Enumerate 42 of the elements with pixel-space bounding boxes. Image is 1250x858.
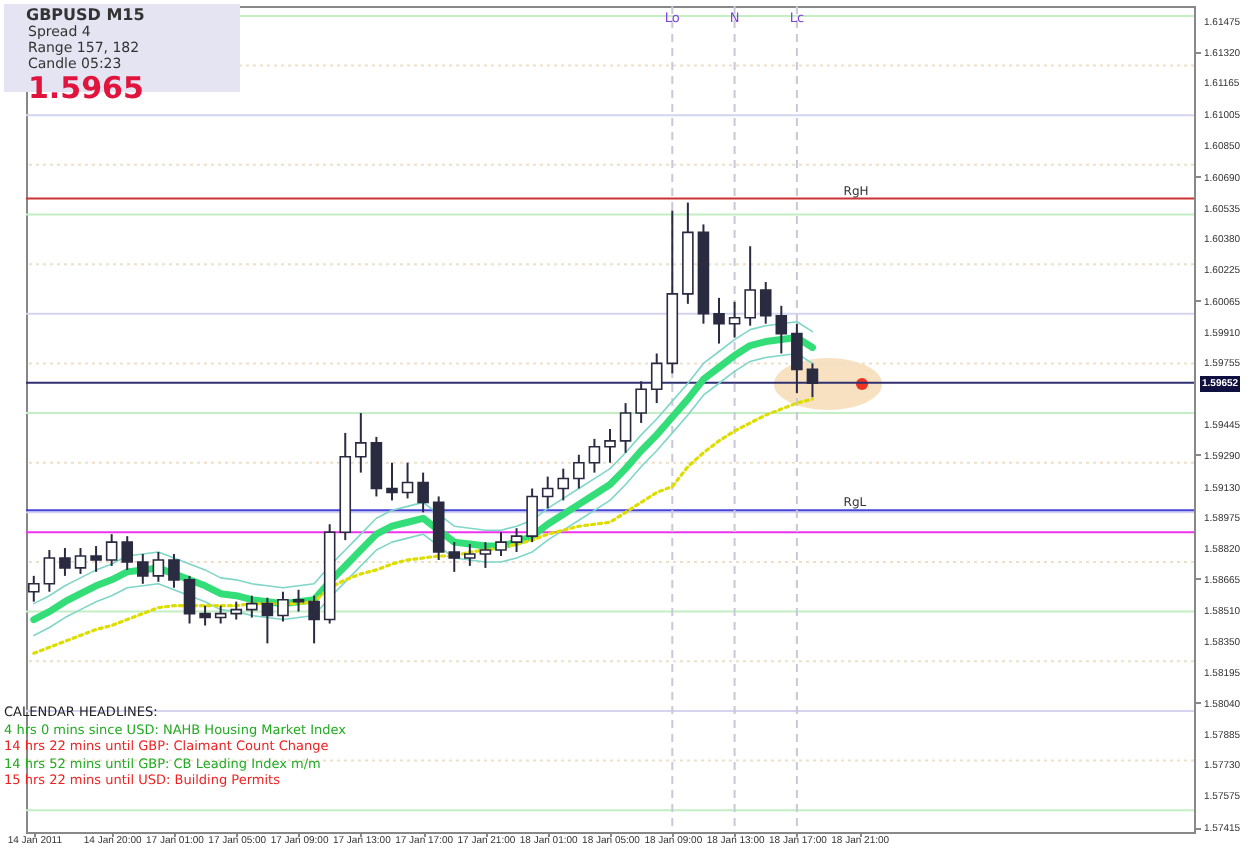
candlestick (713, 296, 725, 345)
candlestick (791, 322, 803, 395)
candlestick (355, 412, 367, 474)
candlestick (401, 461, 414, 500)
candlestick (43, 549, 56, 593)
candlestick (510, 527, 523, 554)
candlestick (277, 590, 289, 623)
candlestick (759, 281, 772, 325)
candlestick (775, 304, 788, 355)
candlestick (59, 547, 71, 577)
candlestick (588, 437, 601, 474)
candlestick (90, 545, 102, 573)
candlestick (479, 541, 492, 569)
candlestick (495, 531, 507, 557)
candlestick (27, 574, 40, 603)
candlestick (308, 594, 320, 645)
candlestick (386, 461, 398, 502)
candlestick (526, 487, 538, 544)
chart-title: GBPUSD M15 (26, 6, 147, 24)
candlestick (105, 533, 118, 567)
candlestick (806, 362, 819, 399)
candlestick (370, 435, 383, 498)
candlestick (74, 547, 87, 575)
candlestick (183, 574, 196, 625)
candlestick (728, 300, 741, 339)
candlestick (121, 535, 134, 571)
line-series (32, 397, 815, 655)
candlestick (137, 553, 149, 585)
candlestick (619, 402, 632, 454)
candlestick (635, 380, 647, 424)
candlestick (152, 551, 165, 583)
candlestick (448, 541, 461, 573)
candlestick (168, 553, 180, 589)
candlestick (573, 453, 585, 490)
candlestick (199, 604, 211, 627)
candlestick (246, 594, 258, 619)
candlestick (604, 427, 616, 464)
candlestick (744, 245, 756, 327)
candlestick (464, 543, 476, 567)
annotation: 1.5965 (28, 70, 146, 106)
candlestick (261, 596, 274, 645)
candlestick (417, 471, 429, 514)
